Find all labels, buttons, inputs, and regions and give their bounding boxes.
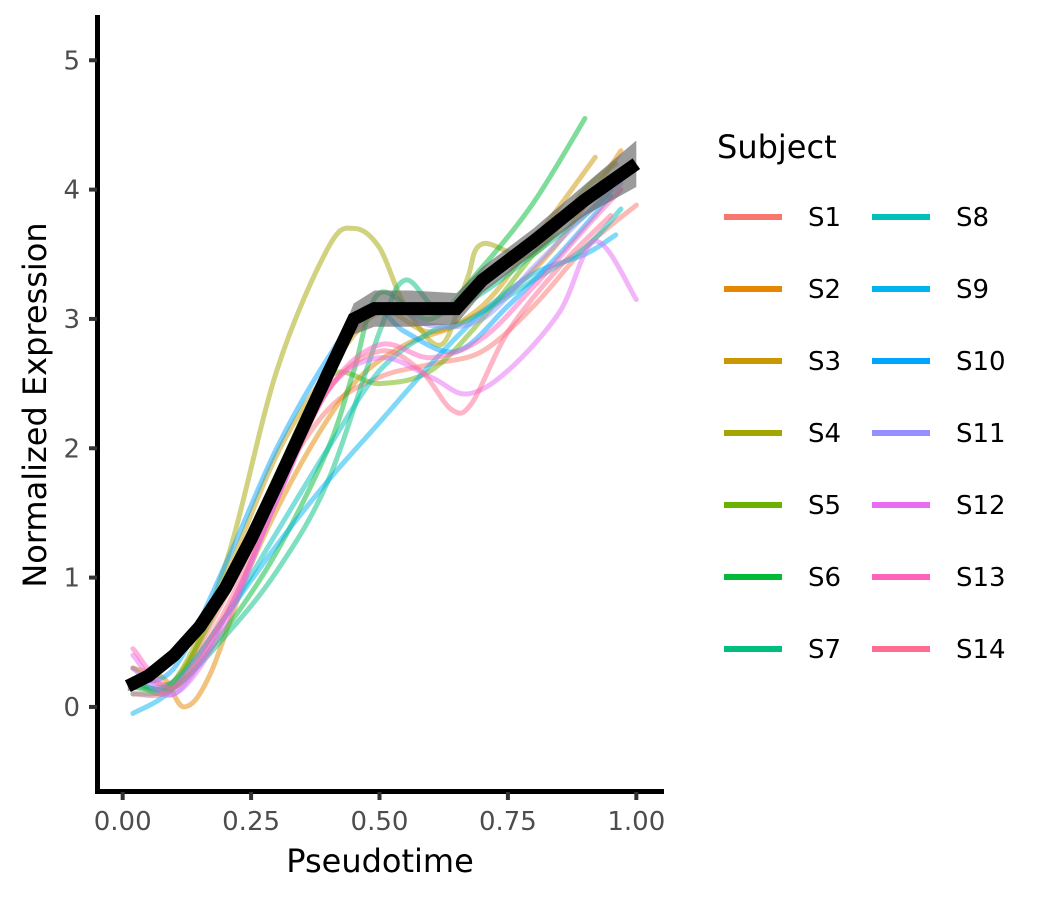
legend-items: S1 S2 S3 S4 S5 S6 S7 S8 S9 S10 S11 S12 S13 S14 xyxy=(724,203,1006,665)
legend-item-s7: S7 xyxy=(724,635,841,665)
legend-label: S10 xyxy=(956,347,1006,377)
legend-title: Subject xyxy=(717,128,837,166)
legend: Subject S1S2S3S4S5S6S7S8S9S10S11S12S13S1… xyxy=(717,128,1006,665)
legend-item-s9: S9 xyxy=(872,275,989,305)
legend-item-s10: S10 xyxy=(872,347,1006,377)
y-tick-label: 5 xyxy=(63,46,80,76)
x-tick-label: 1.00 xyxy=(607,807,665,837)
y-ticks: 0 1 2 3 4 5 xyxy=(63,46,97,723)
legend-item-s1: S1 xyxy=(724,203,841,233)
x-axis-title: Pseudotime xyxy=(286,842,474,880)
x-tick-label: 0.75 xyxy=(479,807,537,837)
y-tick-label: 3 xyxy=(63,305,80,335)
legend-item-s8: S8 xyxy=(872,203,989,233)
series-line-s6 xyxy=(130,115,588,693)
legend-label: S5 xyxy=(808,491,841,521)
legend-label: S6 xyxy=(808,563,841,593)
series-line-s14 xyxy=(130,212,614,699)
legend-label: S8 xyxy=(956,203,989,233)
axes-layer: 0 1 2 3 4 5 0.00 0.25 0.50 0.75 1.00 xyxy=(63,15,665,837)
legend-label: S9 xyxy=(956,275,989,305)
legend-label: S4 xyxy=(808,419,841,449)
legend-label: S1 xyxy=(808,203,841,233)
y-tick-label: 0 xyxy=(63,693,80,723)
x-ticks: 0.00 0.25 0.50 0.75 1.00 xyxy=(94,792,665,837)
legend-item-s4: S4 xyxy=(724,419,841,449)
trend-line xyxy=(124,158,641,693)
y-tick-label: 4 xyxy=(63,176,80,206)
series-layer xyxy=(130,115,639,716)
legend-item-s6: S6 xyxy=(724,563,841,593)
legend-label: S12 xyxy=(956,491,1006,521)
x-tick-label: 0.25 xyxy=(222,807,280,837)
legend-label: S7 xyxy=(808,635,841,665)
legend-label: S11 xyxy=(956,419,1006,449)
legend-item-s13: S13 xyxy=(872,563,1006,593)
x-tick-label: 0.00 xyxy=(94,807,152,837)
legend-item-s12: S12 xyxy=(872,491,1006,521)
legend-label: S2 xyxy=(808,275,841,305)
legend-label: S13 xyxy=(956,563,1006,593)
legend-item-s11: S11 xyxy=(872,419,1006,449)
legend-item-s5: S5 xyxy=(724,491,841,521)
legend-label: S14 xyxy=(956,635,1006,665)
legend-item-s2: S2 xyxy=(724,275,841,305)
y-tick-label: 2 xyxy=(63,434,80,464)
series-line-s13 xyxy=(130,187,624,691)
series-line-s12 xyxy=(130,238,639,697)
plot-area xyxy=(124,115,641,716)
y-tick-label: 1 xyxy=(63,564,80,594)
trend-layer xyxy=(124,140,641,693)
legend-item-s3: S3 xyxy=(724,347,841,377)
legend-label: S3 xyxy=(808,347,841,377)
legend-item-s14: S14 xyxy=(872,635,1006,665)
y-axis-title: Normalized Expression xyxy=(16,222,54,587)
x-tick-label: 0.50 xyxy=(351,807,409,837)
